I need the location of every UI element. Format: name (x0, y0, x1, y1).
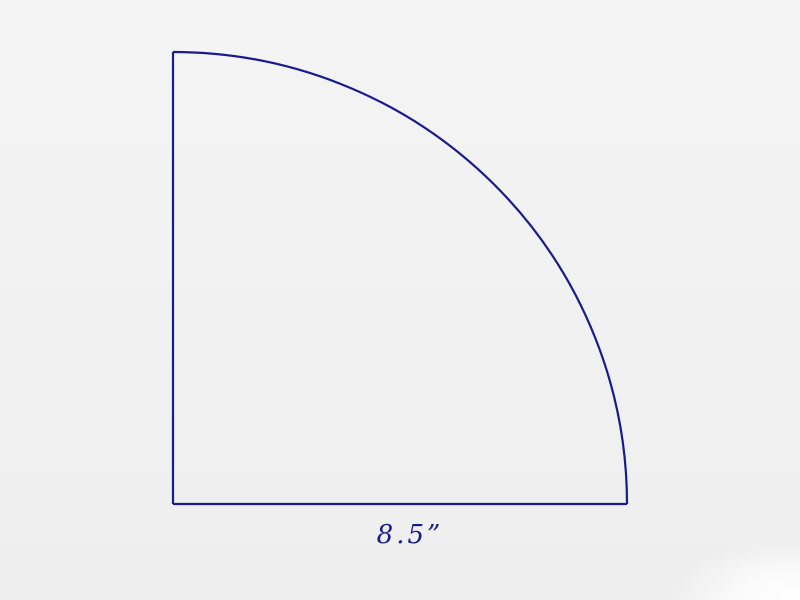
radius-dimension-label: 8.5” (376, 520, 444, 550)
page-curl (670, 540, 800, 600)
quarter-arc (172, 50, 629, 505)
